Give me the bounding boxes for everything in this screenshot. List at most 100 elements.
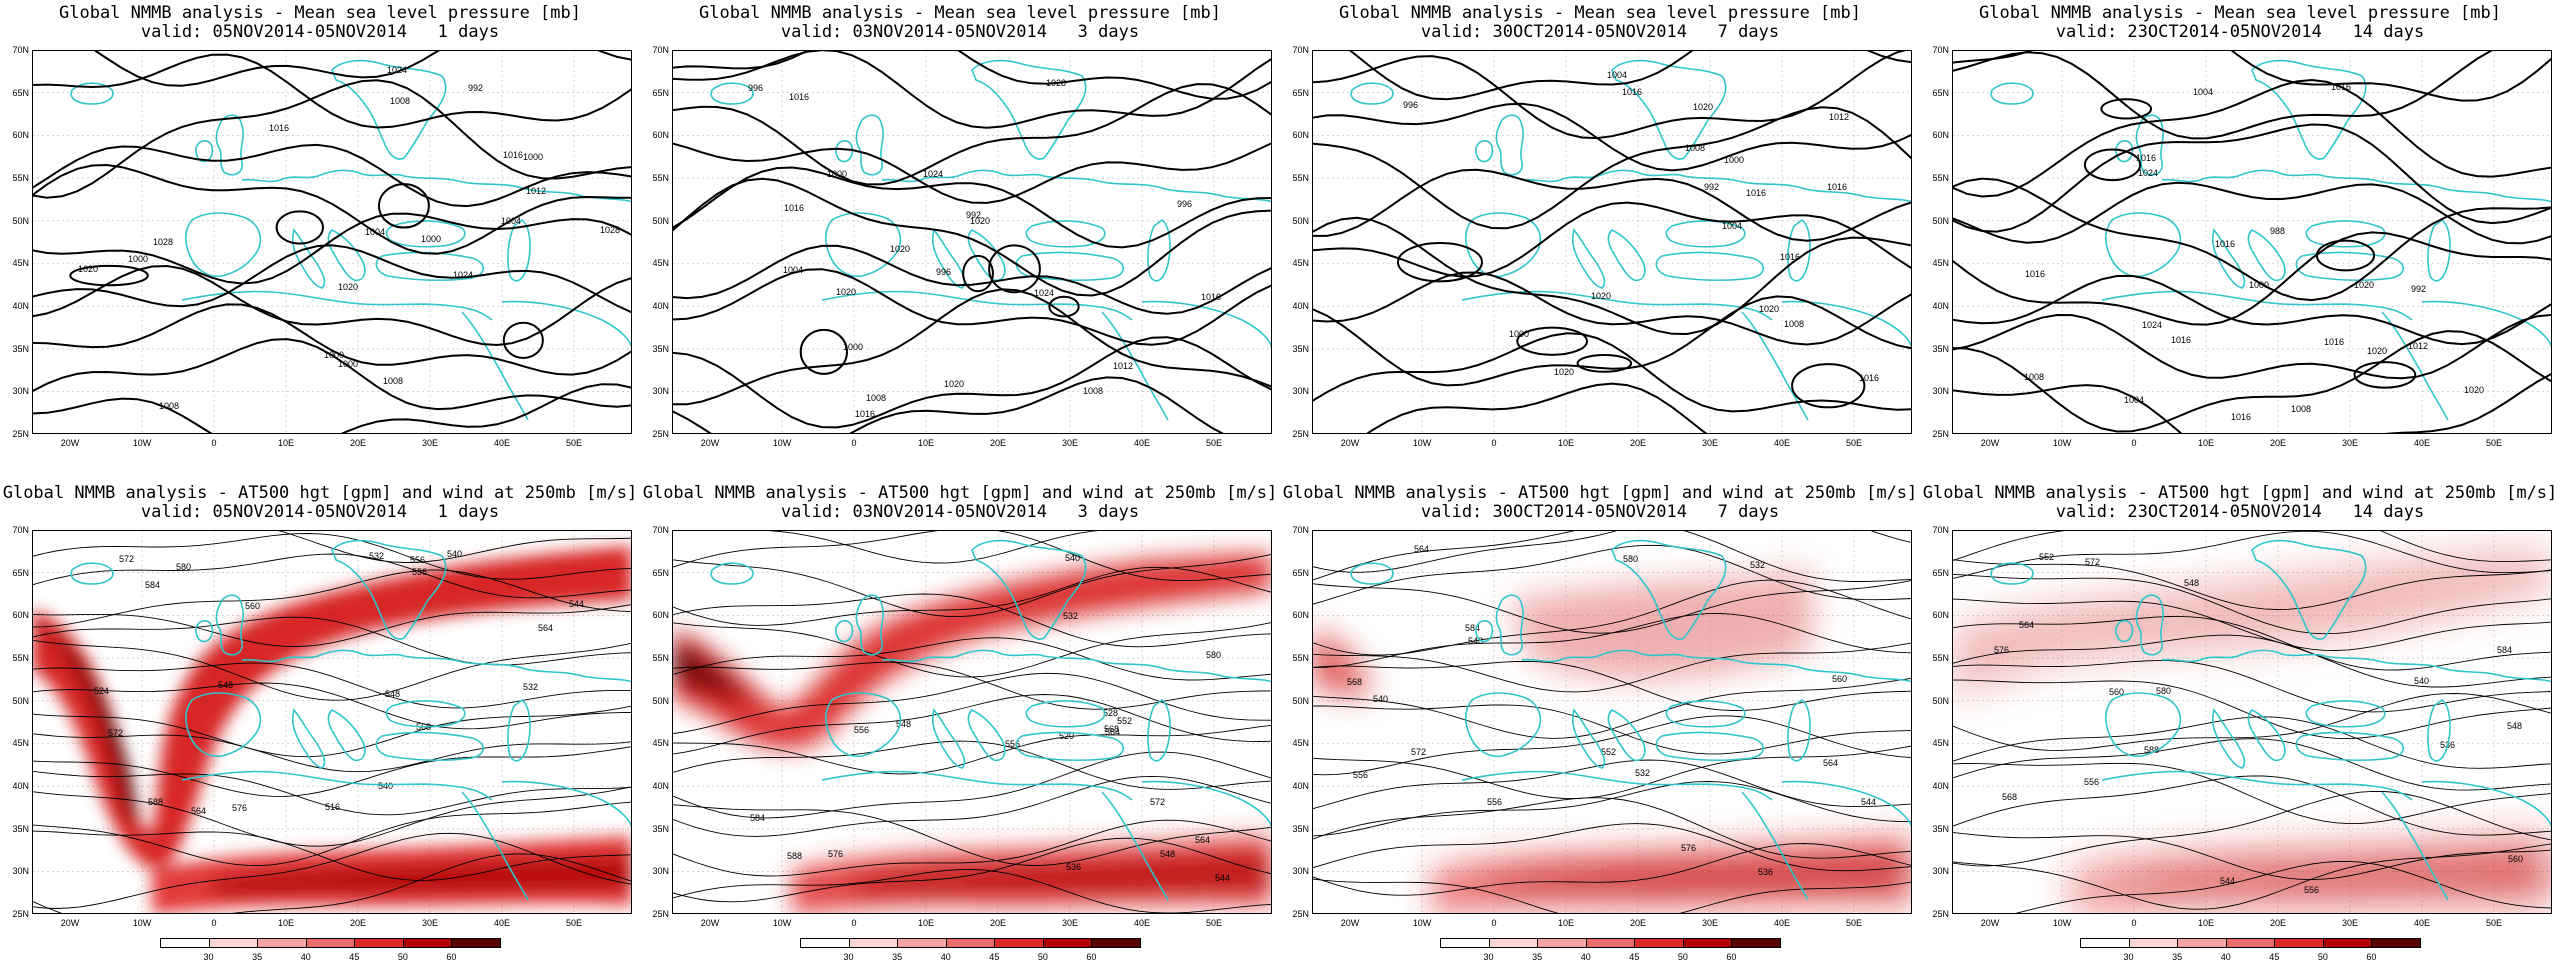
- contour-label: 532: [1750, 560, 1765, 570]
- contour-label: 576: [232, 803, 247, 813]
- lat-tick-label: 40N: [652, 301, 669, 311]
- contour-label: 556: [1487, 797, 1502, 807]
- lat-tick-label: 65N: [1932, 87, 1949, 98]
- z500-wind-map-panel: Global NMMB analysis - AT500 hgt [gpm] a…: [1920, 480, 2560, 962]
- wind-speed-colorbar: 30 35 40 45 50 60: [2080, 938, 2421, 962]
- panel-valid-period: valid: 03NOV2014-05NOV2014 3 days: [780, 22, 1140, 42]
- panel-valid-period: valid: 05NOV2014-05NOV2014 1 days: [140, 22, 500, 42]
- lon-tick-label: 30E: [2341, 918, 2358, 928]
- contour-label: 1020: [1591, 291, 1611, 301]
- panel-valid-period: valid: 30OCT2014-05NOV2014 7 days: [1420, 502, 1780, 522]
- mslp-map-panel: Global NMMB analysis - Mean sea level pr…: [1920, 0, 2560, 480]
- contour-label: 1020: [890, 244, 910, 254]
- lat-tick-label: 35N: [652, 823, 669, 834]
- colorbar-label: 50: [397, 952, 408, 962]
- contour-label: 1008: [866, 393, 886, 403]
- lat-tick-label: 55N: [652, 653, 669, 663]
- contour-label: 556: [1353, 770, 1368, 780]
- lat-tick-label: 60N: [12, 130, 29, 141]
- lat-tick-label: 55N: [1292, 173, 1309, 183]
- lon-tick-label: 30E: [2341, 438, 2358, 448]
- contour-label: 988: [2270, 226, 2285, 236]
- contour-label: 564: [1195, 835, 1210, 845]
- lon-tick-label: 30E: [421, 438, 438, 448]
- lon-tick-label: 20W: [1340, 918, 1360, 928]
- lon-tick-label: 50E: [2485, 438, 2502, 448]
- colorbar-label: 30: [1483, 952, 1494, 962]
- lon-tick-label: 20W: [1980, 918, 2000, 928]
- contour-label: 1008: [159, 401, 179, 411]
- lat-tick-label: 50N: [12, 215, 29, 226]
- contour-label: 540: [1373, 694, 1388, 704]
- lon-tick-label: 10E: [917, 918, 934, 928]
- lat-tick-label: 70N: [1292, 45, 1309, 55]
- lat-tick-label: 35N: [12, 823, 29, 834]
- coastlines: [710, 539, 1272, 901]
- contour-label: 580: [176, 562, 191, 572]
- contour-label: 536: [1066, 862, 1081, 872]
- contour-label: 1012: [2408, 341, 2428, 351]
- colorbar-swatch: [945, 938, 996, 948]
- lat-tick-label: 40N: [1292, 781, 1309, 791]
- lon-tick-label: 10E: [277, 438, 294, 448]
- height-contours: 5365405445485525565605645685725765805845…: [1952, 530, 2552, 914]
- coastlines: [1990, 59, 2552, 421]
- contour-label: 992: [2411, 284, 2426, 294]
- lon-tick-label: 20E: [2269, 438, 2286, 448]
- lat-tick-label: 55N: [12, 173, 29, 183]
- contour-label: 560: [2508, 854, 2523, 864]
- contour-label: 1012: [1113, 361, 1133, 371]
- contour-label: 588: [148, 797, 163, 807]
- contour-label: 572: [108, 728, 123, 738]
- lat-tick-label: 45N: [12, 738, 29, 749]
- panel-valid-period: valid: 05NOV2014-05NOV2014 1 days: [140, 502, 500, 522]
- lat-tick-label: 65N: [652, 567, 669, 578]
- contour-label: 1008: [2024, 372, 2044, 382]
- colorbar-swatch: [1731, 938, 1781, 948]
- lat-tick-label: 65N: [652, 87, 669, 98]
- lat-tick-label: 60N: [1932, 610, 1949, 621]
- lon-tick-label: 10W: [132, 918, 152, 928]
- contour-label: 1008: [2291, 404, 2311, 414]
- colorbar-swatch: [2274, 938, 2324, 948]
- contour-label: 572: [1411, 747, 1426, 757]
- contour-label: 524: [94, 686, 109, 696]
- colorbar-swatch: [1682, 938, 1733, 948]
- z500-wind-map-panel: Global NMMB analysis - AT500 hgt [gpm] a…: [1280, 480, 1920, 962]
- lon-tick-label: 0: [1491, 918, 1497, 928]
- colorbar-swatch: [994, 938, 1044, 948]
- grid-lines: [32, 50, 632, 434]
- lon-tick-label: 10W: [132, 438, 152, 448]
- contour-label: 584: [750, 813, 765, 823]
- map-canvas: 1000 992 996 1000 1004 1008 1012 1016 1004 1008 10…: [1312, 50, 1912, 434]
- wind-speed-colorbar: 30 35 40 45 50 60: [160, 938, 501, 962]
- lon-tick-label: 10E: [917, 438, 934, 448]
- lon-tick-label: 10W: [772, 918, 792, 928]
- lon-tick-label: 20E: [989, 438, 1006, 448]
- contour-label: 1000: [843, 342, 863, 352]
- colorbar-label: 45: [989, 952, 1000, 962]
- contour-label: 548: [1468, 636, 1483, 646]
- colorbar-swatch: [897, 938, 947, 948]
- contour-label: 1016: [2215, 239, 2235, 249]
- lon-tick-label: 50E: [1845, 438, 1862, 448]
- lat-tick-label: 50N: [652, 695, 669, 706]
- map-canvas: 5365405445485525565605645685725765805845…: [1952, 530, 2552, 914]
- contour-label: 1012: [1829, 112, 1849, 122]
- lon-tick-label: 10E: [277, 918, 294, 928]
- contour-label: 572: [2085, 557, 2100, 567]
- contour-label: 564: [1105, 727, 1120, 737]
- contour-label: 564: [2019, 620, 2034, 630]
- contour-label: 996: [748, 83, 763, 93]
- colorbar-label: 40: [1580, 952, 1591, 962]
- lon-tick-label: 20W: [60, 438, 80, 448]
- contour-label: 516: [325, 802, 340, 812]
- contour-label: 1000: [324, 350, 344, 360]
- contour-label: 1020: [2464, 385, 2484, 395]
- colorbar-swatch: [451, 938, 501, 948]
- contour-label: 1024: [923, 169, 943, 179]
- contour-label: 1020: [1759, 304, 1779, 314]
- contour-label: 548: [1160, 849, 1175, 859]
- contour-label: 1004: [501, 216, 521, 226]
- contour-label: 564: [191, 806, 206, 816]
